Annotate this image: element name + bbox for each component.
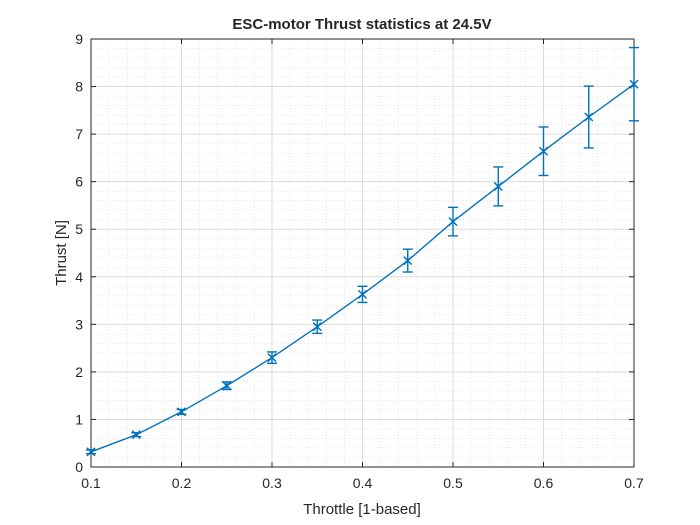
x-tick-label: 0.6 [534,475,554,491]
chart-title: ESC-motor Thrust statistics at 24.5V [232,16,491,33]
data-point-marker [267,353,277,363]
marker-stroke [267,353,277,363]
y-tick-label: 2 [75,364,83,380]
marker-stroke [357,289,368,299]
data-point-marker [222,381,232,391]
y-tick-label: 1 [75,411,83,427]
x-tick-label: 0.3 [262,475,282,491]
marker-stroke [222,381,232,391]
marker-stroke [312,322,322,332]
marker-stroke [493,181,503,191]
series-group [86,46,639,457]
x-tick-labels: 0.1 0.2 0.3 0.4 0.5 0.6 0.7 [81,475,644,491]
data-point-marker [357,289,368,299]
marker-stroke [448,217,458,227]
x-axis-label: Throttle [1-based] [303,501,421,518]
y-tick-label: 6 [75,174,83,190]
y-tick-labels: 0 1 2 3 4 5 6 7 8 9 [75,31,83,475]
data-point-marker [538,146,549,156]
data-point-marker [131,430,141,440]
y-tick-label: 5 [75,221,83,237]
data-point-marker [176,407,187,417]
x-tick-label: 0.2 [172,475,192,491]
data-point-marker [86,447,96,457]
y-axis-label: Thrust [N] [53,220,70,286]
x-tick-label: 0.7 [624,475,644,491]
x-tick-label: 0.1 [81,475,101,491]
data-point-marker [403,256,413,266]
y-tick-label: 9 [75,31,83,47]
y-tick-label: 3 [75,316,83,332]
marker-stroke [584,112,594,122]
data-point-marker [448,217,458,227]
y-tick-label: 7 [75,126,83,142]
data-point-marker [312,322,322,332]
data-point-marker [493,181,503,191]
marker-stroke [86,447,96,457]
y-tick-label: 4 [75,269,83,285]
marker-stroke [403,256,413,266]
data-point-marker [584,112,594,122]
marker-stroke [131,430,141,440]
x-tick-label: 0.4 [353,475,373,491]
marker-stroke [538,146,549,156]
marker-stroke [176,407,187,417]
marker-stroke [629,79,639,89]
y-tick-label: 8 [75,79,83,95]
y-tick-label: 0 [75,459,83,475]
data-point-marker [629,79,639,89]
x-tick-label: 0.5 [443,475,463,491]
